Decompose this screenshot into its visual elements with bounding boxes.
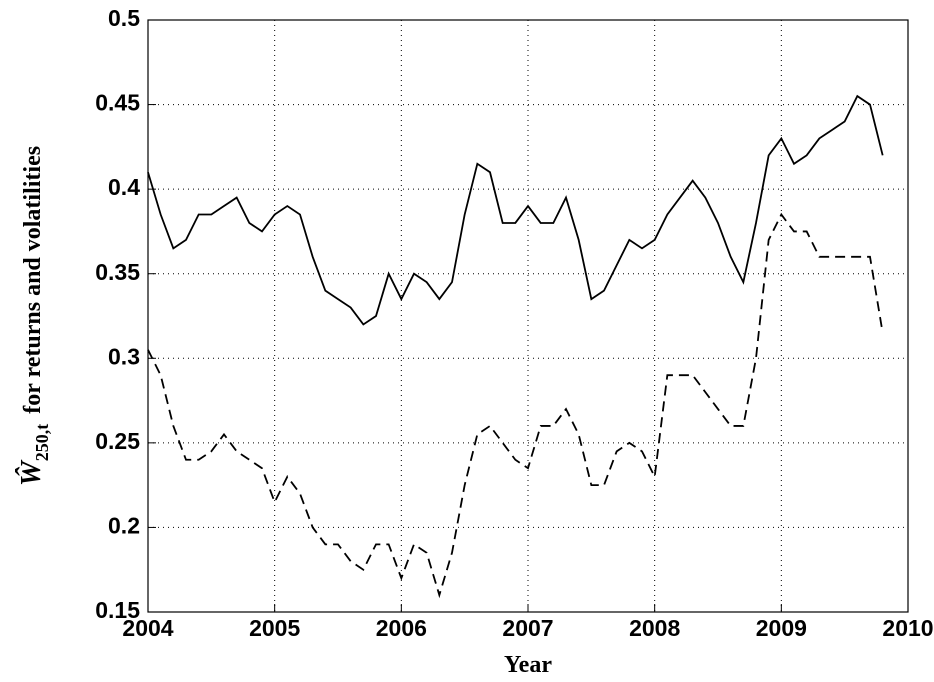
y-tick-label: 0.45 xyxy=(95,90,140,116)
x-tick-label: 2006 xyxy=(376,615,427,641)
data-line xyxy=(147,212,884,599)
plot-frame xyxy=(147,19,909,613)
y-label-symbol: Ŵ xyxy=(15,459,47,486)
y-axis-label: Ŵ250,t for returns and volatilities xyxy=(15,146,52,486)
y-tick-label: 0.25 xyxy=(95,428,140,454)
x-tick-label: 2004 xyxy=(122,615,173,641)
x-tick-label: 2007 xyxy=(502,615,553,641)
y-label-text: for returns and volatilities xyxy=(20,146,46,414)
x-tick-label: 2010 xyxy=(882,615,933,641)
y-tick-label: 0.3 xyxy=(108,343,140,369)
y-tick-label: 0.15 xyxy=(95,597,140,623)
y-tick-label: 0.4 xyxy=(108,174,140,200)
y-tick-label: 0.35 xyxy=(95,259,140,285)
x-tick-label: 2005 xyxy=(249,615,300,641)
y-tick-label: 0.5 xyxy=(108,5,140,31)
y-label-subscript: 250,t xyxy=(32,424,52,462)
x-tick-label: 2008 xyxy=(629,615,680,641)
y-tick-label: 0.2 xyxy=(108,513,140,539)
x-axis-label: Year xyxy=(504,652,552,678)
data-line xyxy=(147,94,884,326)
x-tick-label: 2009 xyxy=(756,615,807,641)
